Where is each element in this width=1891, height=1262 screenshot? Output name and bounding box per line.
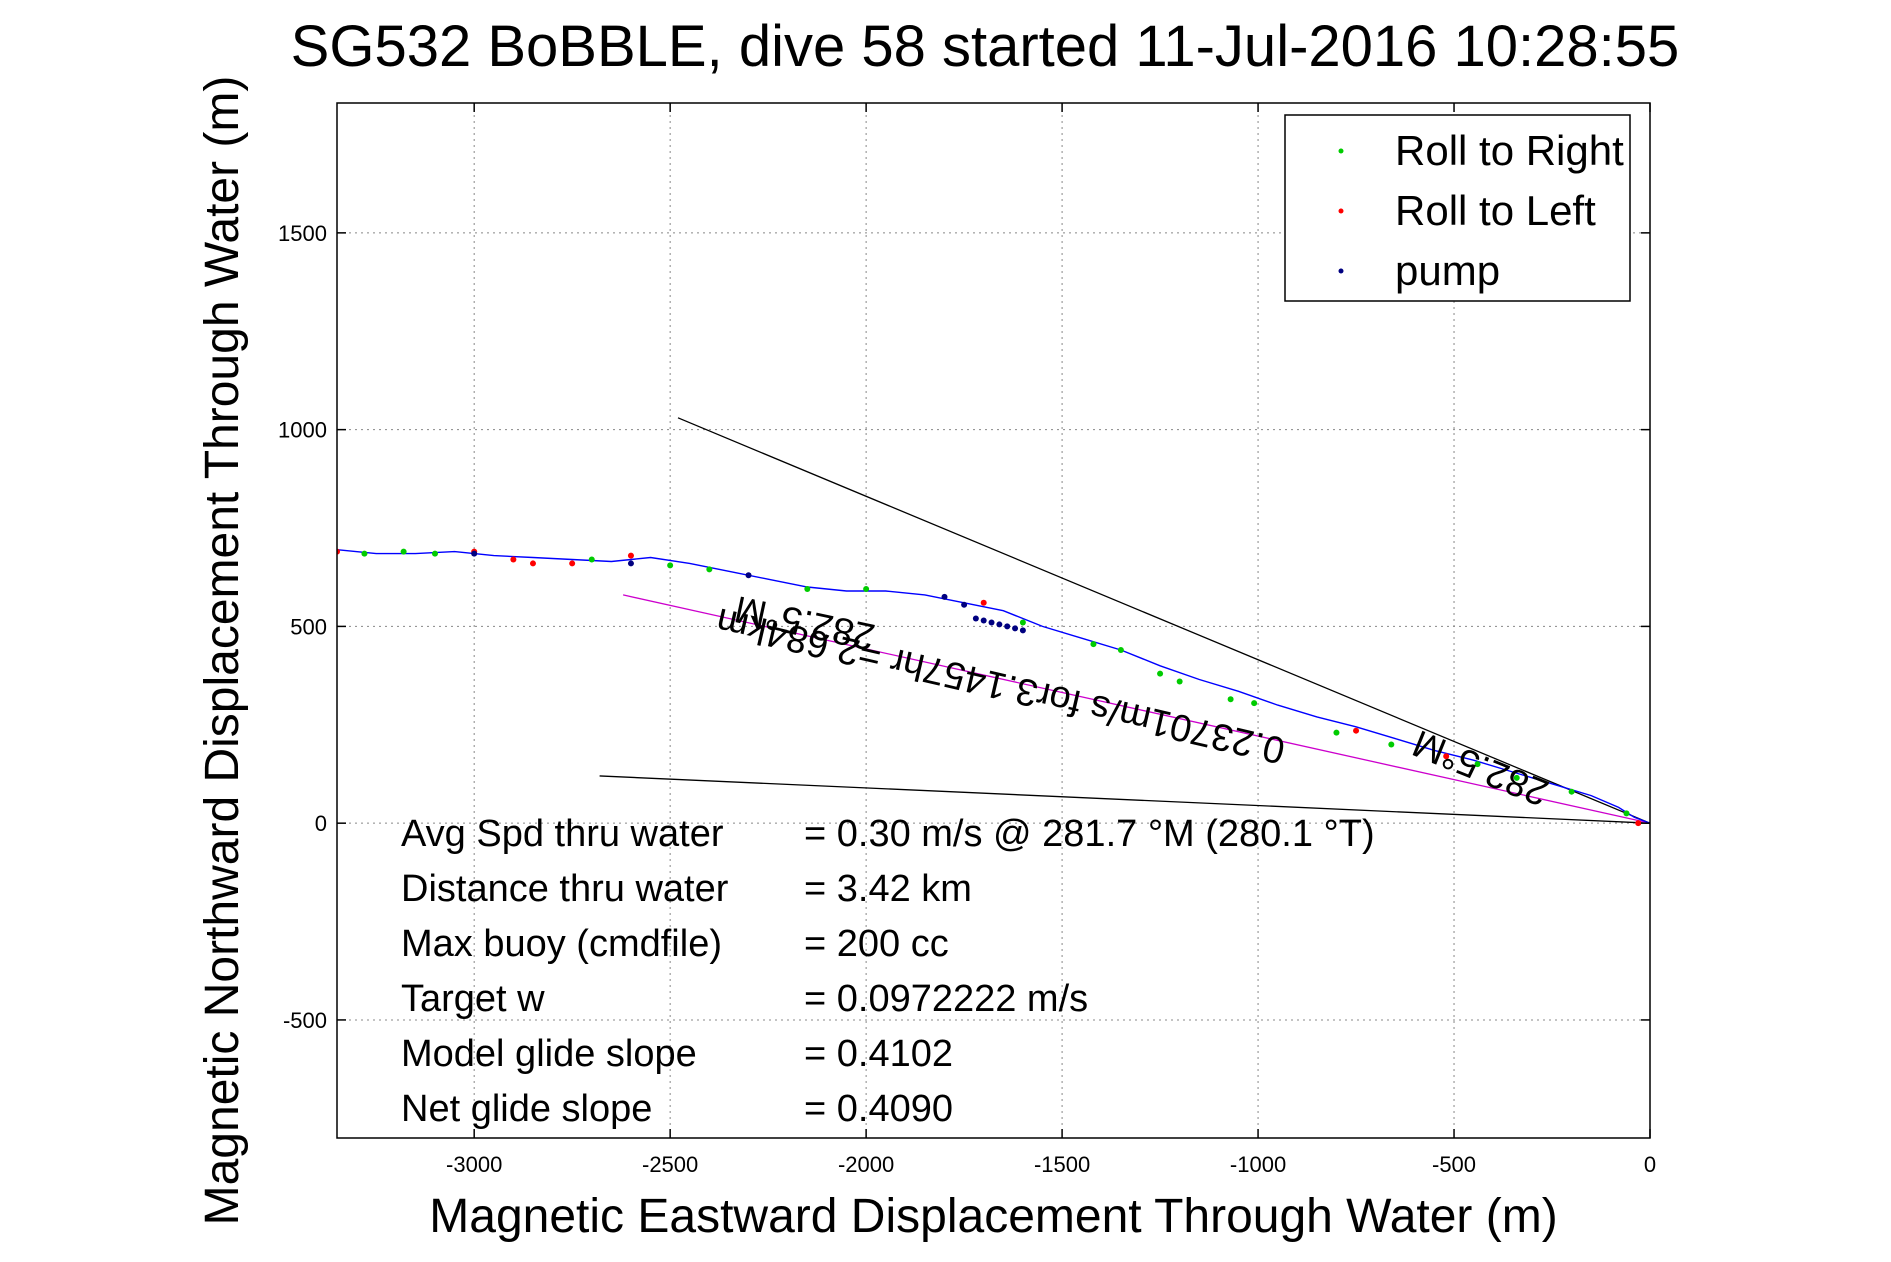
- roll-right-point: [1623, 810, 1630, 817]
- bearing-annotation: 282.5°M: [1407, 721, 1554, 813]
- roll-left-point: [529, 560, 536, 567]
- roll-left-point: [1635, 820, 1642, 827]
- roll-right-point: [1333, 729, 1340, 736]
- reference-lines: [599, 417, 1650, 824]
- roll-right-point: [1513, 774, 1520, 781]
- stat-value: = 0.30 m/s @ 281.7 °M (280.1 °T): [804, 813, 1375, 855]
- roll-left-point: [510, 556, 517, 563]
- chart-title: SG532 BoBBLE, dive 58 started 11-Jul-201…: [291, 14, 1680, 79]
- y-tick-label: 500: [290, 614, 327, 639]
- y-axis-title: Magnetic Northward Displacement Through …: [196, 76, 249, 1226]
- stat-value: = 0.4102: [804, 1033, 953, 1075]
- roll-left-point: [627, 552, 634, 559]
- pump-point: [941, 593, 948, 600]
- glider-track: [337, 549, 1650, 824]
- annotations: 282.5°M0.23701m/s for3.1457hr =2.684km 28…: [712, 587, 1554, 813]
- roll-right-point: [1474, 761, 1481, 768]
- legend-marker: [1338, 208, 1344, 214]
- roll-right-point: [1090, 641, 1097, 648]
- x-tick-label: -500: [1432, 1152, 1476, 1177]
- y-axis-ticks: -500 0 500 1000 1500: [278, 221, 1650, 1033]
- roll-right-point: [431, 550, 438, 557]
- stat-label: Max buoy (cmdfile): [401, 923, 722, 965]
- pump-point: [471, 550, 478, 557]
- stat-label: Avg Spd thru water: [401, 813, 724, 855]
- reference-line: [599, 775, 1650, 824]
- legend: Roll to Right Roll to Left pump: [1284, 114, 1631, 302]
- stat-value: = 200 cc: [804, 923, 949, 965]
- x-axis-ticks: -3000 -2500 -2000 -1500 -1000 -500 0: [446, 103, 1656, 1177]
- x-tick-label: -2000: [838, 1152, 894, 1177]
- roll-left-point: [1443, 753, 1450, 760]
- legend-label: Roll to Right: [1395, 127, 1624, 174]
- x-tick-label: -1000: [1230, 1152, 1286, 1177]
- stat-value: = 0.0972222 m/s: [804, 978, 1088, 1020]
- x-tick-label: -1500: [1034, 1152, 1090, 1177]
- pump-point: [745, 572, 752, 579]
- roll-right-point: [1157, 670, 1164, 677]
- y-tick-label: -500: [283, 1008, 327, 1033]
- x-tick-label: 0: [1644, 1152, 1656, 1177]
- roll-right-point: [361, 550, 368, 557]
- roll-right-point: [1019, 619, 1026, 626]
- roll-right-point: [1117, 647, 1124, 654]
- roll-right-point: [1227, 696, 1234, 703]
- roll-left-point: [1353, 727, 1360, 734]
- reference-line: [677, 417, 1650, 824]
- x-tick-label: -3000: [446, 1152, 502, 1177]
- pump-point: [627, 560, 634, 567]
- pump-point: [972, 615, 979, 622]
- plot-area: [337, 417, 1650, 827]
- track-layer: [337, 549, 1650, 824]
- roll-right-point: [1176, 678, 1183, 685]
- roll-right-point: [804, 586, 811, 593]
- roll-right-point: [588, 556, 595, 563]
- roll-right-point: [863, 586, 870, 593]
- stat-label: Target w: [401, 978, 545, 1020]
- pump-point: [961, 601, 968, 608]
- stat-label: Net glide slope: [401, 1088, 652, 1130]
- x-axis-title: Magnetic Eastward Displacement Through W…: [429, 1190, 1557, 1243]
- pump-point: [988, 619, 995, 626]
- roll-right-point: [667, 562, 674, 569]
- roll-right-point: [1388, 741, 1395, 748]
- pump-point: [1004, 623, 1011, 630]
- y-tick-label: 1000: [278, 418, 327, 443]
- roll-left-point: [980, 599, 987, 606]
- pump-point: [1019, 627, 1026, 634]
- reference-line: [622, 594, 1650, 824]
- pump-point: [980, 617, 987, 624]
- plot-frame: [336, 102, 1651, 1139]
- roll-left-point: [569, 560, 576, 567]
- stat-value: = 0.4090: [804, 1088, 953, 1130]
- roll-right-point: [706, 566, 713, 573]
- y-tick-label: 1500: [278, 221, 327, 246]
- y-tick-label: 0: [315, 811, 327, 836]
- roll-right-point: [1251, 700, 1258, 707]
- legend-label: Roll to Left: [1395, 187, 1596, 234]
- stats-block: Avg Spd thru water = 0.30 m/s @ 281.7 °M …: [401, 813, 1375, 1130]
- pump-point: [996, 621, 1003, 628]
- roll-points: [337, 548, 1642, 827]
- legend-marker: [1338, 268, 1344, 274]
- stat-label: Model glide slope: [401, 1033, 697, 1075]
- legend-marker: [1338, 148, 1344, 154]
- roll-right-point: [400, 548, 407, 555]
- legend-label: pump: [1395, 247, 1500, 294]
- pump-point: [1012, 625, 1019, 632]
- stat-label: Distance thru water: [401, 868, 729, 910]
- roll-right-point: [1568, 788, 1575, 795]
- x-tick-label: -2500: [642, 1152, 698, 1177]
- stat-value: = 3.42 km: [804, 868, 972, 910]
